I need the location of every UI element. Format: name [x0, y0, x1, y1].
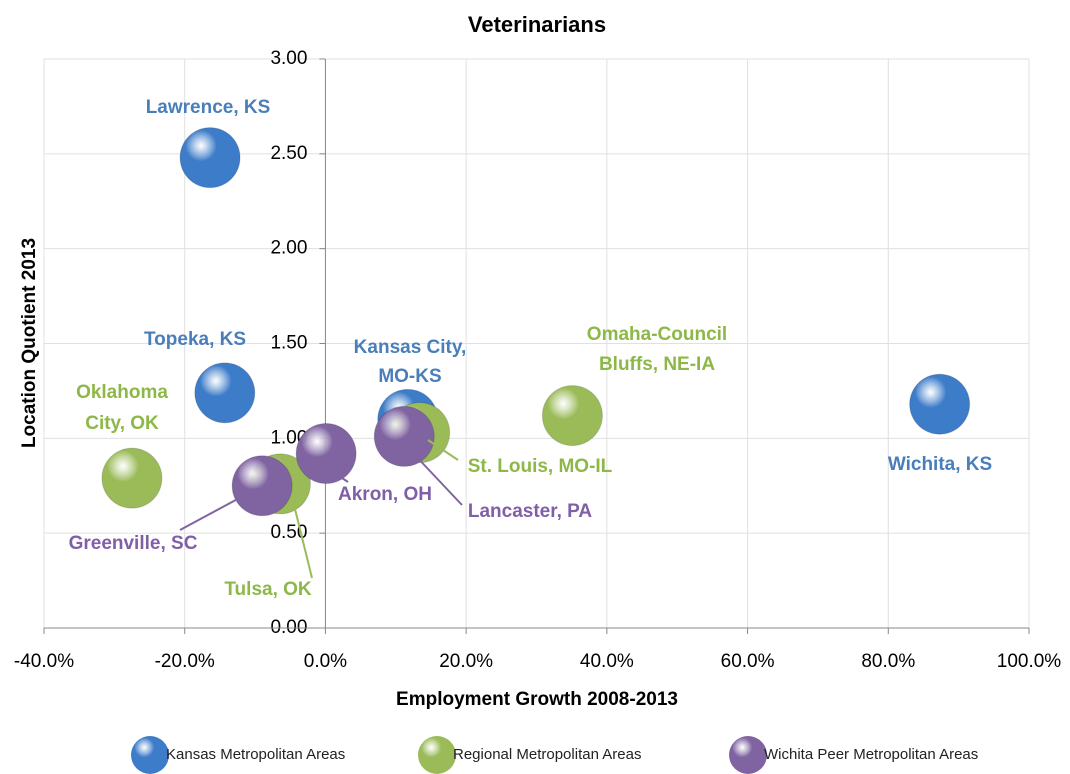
legend-marker	[729, 736, 767, 774]
data-label: Omaha-Council	[587, 324, 727, 345]
data-label: Topeka, KS	[144, 329, 246, 350]
data-label: Akron, OH	[338, 484, 432, 505]
data-label: Bluffs, NE-IA	[599, 354, 715, 375]
data-label: City, OK	[85, 413, 159, 434]
bubble	[179, 127, 241, 189]
x-tick-label: -20.0%	[155, 651, 215, 672]
x-tick-label: -40.0%	[14, 651, 74, 672]
data-label: Lawrence, KS	[146, 97, 271, 118]
data-label: Oklahoma	[76, 382, 168, 403]
bubble	[541, 385, 603, 447]
data-label: Kansas City,	[354, 337, 467, 358]
y-tick-label: 3.00	[270, 48, 307, 69]
legend-label: Wichita Peer Metropolitan Areas	[764, 746, 978, 763]
leader-line	[329, 469, 349, 483]
x-tick-label: 100.0%	[997, 651, 1062, 672]
x-tick-label: 20.0%	[439, 651, 493, 672]
y-tick-label: 2.00	[270, 238, 307, 259]
data-label: Lancaster, PA	[468, 501, 593, 522]
bubble	[231, 455, 293, 517]
leader-line	[427, 439, 459, 461]
leader-line	[411, 451, 463, 506]
y-axis-label: Location Quotient 2013	[19, 238, 40, 448]
x-tick-label: 0.0%	[304, 651, 347, 672]
legend-marker	[418, 736, 456, 774]
legend-marker	[131, 736, 169, 774]
y-tick-label: 2.50	[270, 143, 307, 164]
legend-label: Kansas Metropolitan Areas	[166, 746, 345, 763]
legend-label: Regional Metropolitan Areas	[453, 746, 641, 763]
leader-line	[179, 494, 246, 531]
data-label: Greenville, SC	[69, 533, 198, 554]
data-label: St. Louis, MO-IL	[468, 456, 613, 477]
y-tick-label: 1.50	[270, 333, 307, 354]
x-tick-label: 60.0%	[721, 651, 775, 672]
x-tick-label: 80.0%	[861, 651, 915, 672]
x-axis-label: Employment Growth 2008-2013	[396, 689, 678, 710]
bubble	[101, 447, 163, 509]
leader-line	[293, 504, 313, 579]
chart-title: Veterinarians	[468, 12, 606, 37]
y-tick-label: 0.50	[270, 522, 307, 543]
data-label: Wichita, KS	[888, 454, 992, 475]
data-label: MO-KS	[378, 366, 441, 387]
bubble	[295, 423, 357, 485]
bubble	[194, 362, 256, 424]
bubble	[373, 405, 435, 467]
data-label: Tulsa, OK	[224, 579, 312, 600]
bubble	[909, 373, 971, 435]
x-tick-label: 40.0%	[580, 651, 634, 672]
